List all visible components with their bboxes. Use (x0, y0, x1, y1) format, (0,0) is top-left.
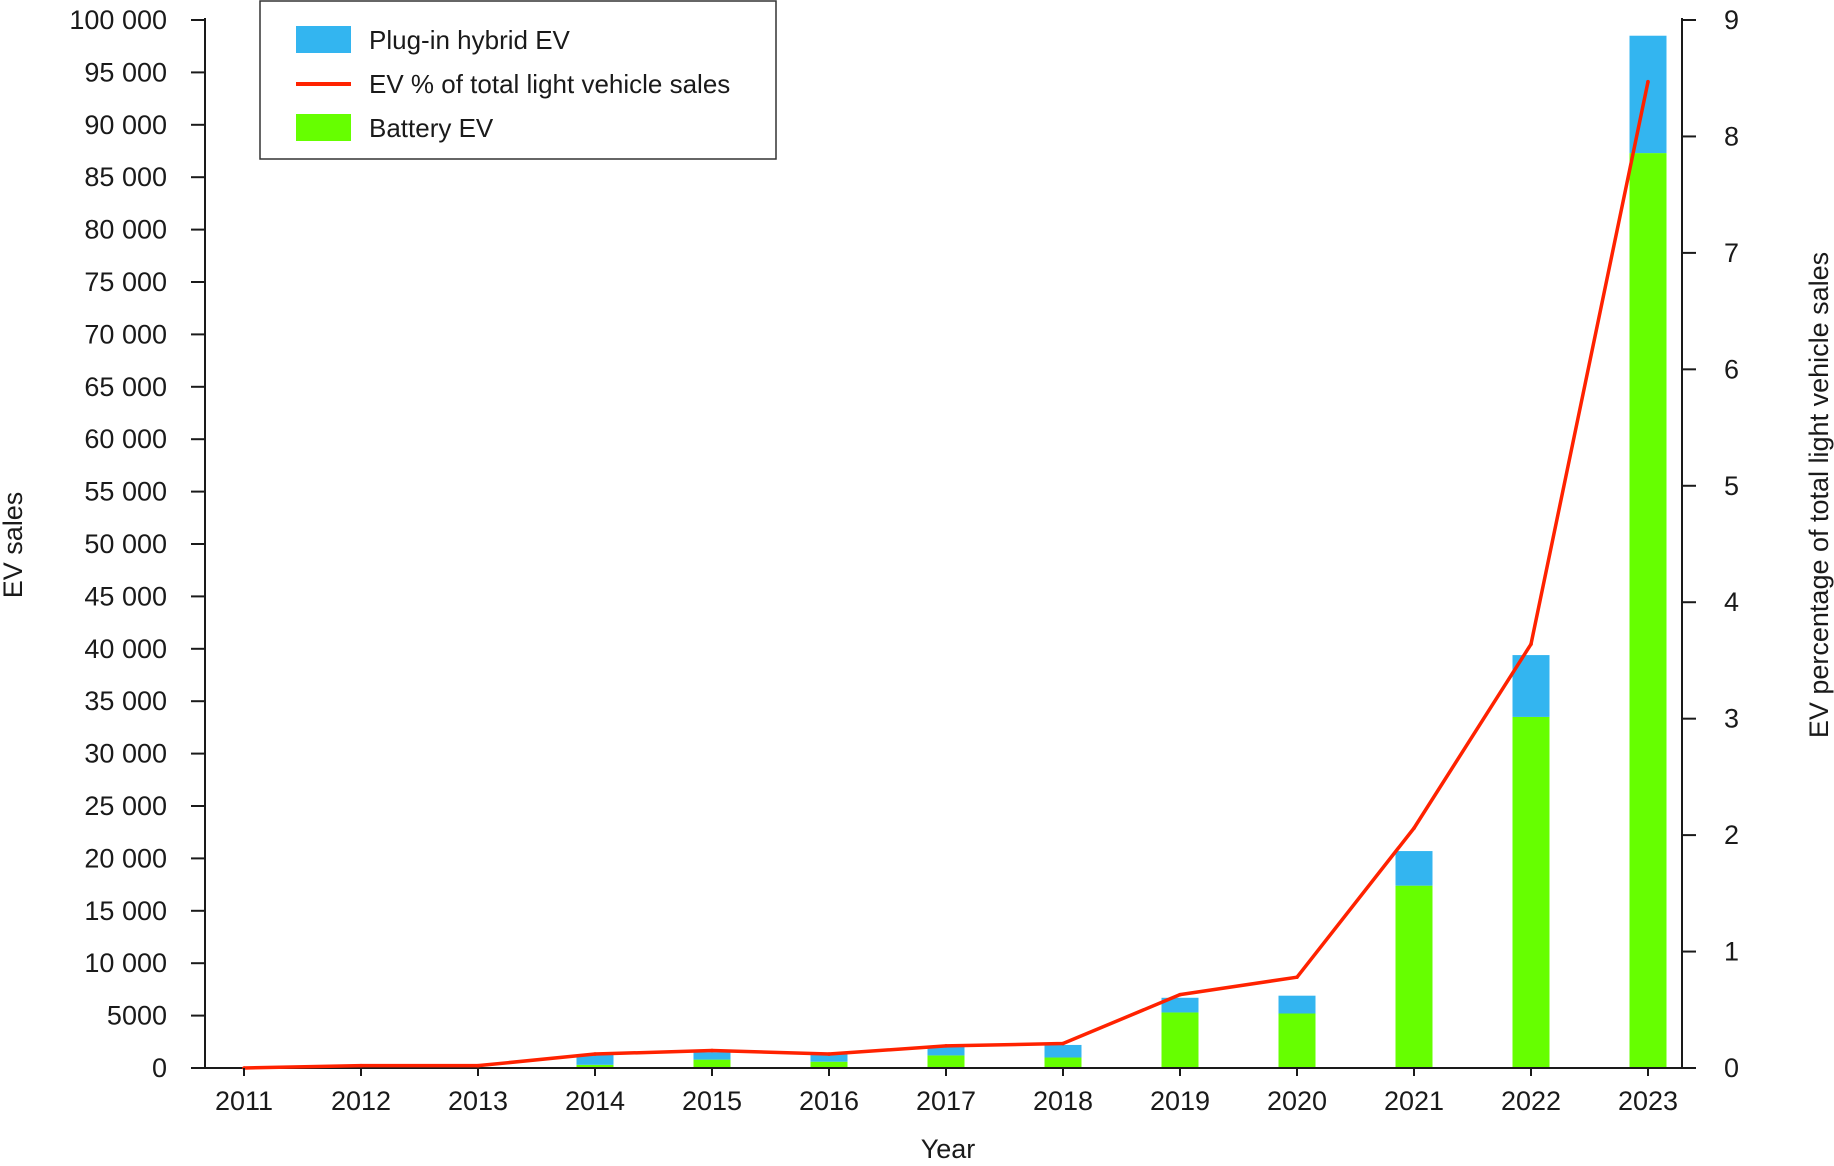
x-axis-title: Year (921, 1134, 976, 1164)
point-ev-percent-2020 (1295, 975, 1299, 979)
bar-battery-ev-2022 (1512, 716, 1550, 1068)
x-tick-label: 2016 (799, 1086, 859, 1116)
point-ev-percent-2019 (1178, 992, 1182, 997)
ticks-layer: 0 5000 10 000 15 000 20 000 25 000 30 000 35 00… (69, 5, 1739, 1116)
line-ev-percent (243, 81, 1650, 1070)
bar-battery-ev-2023 (1629, 153, 1667, 1068)
point-ev-percent-2013 (476, 1063, 480, 1068)
bar-battery-ev-2019 (1161, 1012, 1199, 1068)
y2-tick-label: 2 (1724, 820, 1739, 850)
y2-tick-label: 5 (1724, 471, 1739, 501)
bar-plug-in-hybrid-ev-2016 (810, 1054, 848, 1062)
bar-battery-ev-2020 (1278, 1013, 1316, 1068)
y-tick-label: 95 000 (84, 57, 167, 87)
y-tick-label: 100 000 (69, 5, 167, 35)
bar-plug-in-hybrid-ev-2019 (1161, 997, 1199, 1013)
point-ev-percent-2023 (1646, 79, 1650, 84)
legend-label-ev-percent: EV % of total light vehicle sales (369, 69, 730, 99)
bars-layer (576, 35, 1667, 1068)
bar-battery-ev-2021 (1395, 885, 1433, 1068)
legend: Plug-in hybrid EV EV % of total light ve… (259, 0, 777, 160)
y-tick-label: 40 000 (84, 634, 167, 664)
x-tick-label: 2018 (1033, 1086, 1093, 1116)
x-tick-label: 2020 (1267, 1086, 1327, 1116)
x-tick-label: 2017 (916, 1086, 976, 1116)
y2-tick-label: 6 (1724, 354, 1739, 384)
y-tick-label: 5000 (107, 1001, 167, 1031)
point-ev-percent-2014 (593, 1052, 597, 1056)
x-tick-label: 2021 (1384, 1086, 1444, 1116)
point-ev-percent-2018 (1061, 1041, 1065, 1046)
y-tick-label: 65 000 (84, 372, 167, 402)
y-tick-label: 15 000 (84, 896, 167, 926)
y2-tick-label: 7 (1724, 238, 1739, 268)
y-tick-label: 55 000 (84, 477, 167, 507)
y-tick-label: 85 000 (84, 162, 167, 192)
y2-tick-label: 8 (1724, 121, 1739, 151)
x-tick-label: 2019 (1150, 1086, 1210, 1116)
y2-tick-label: 0 (1724, 1053, 1739, 1083)
x-tick-label: 2013 (448, 1086, 508, 1116)
x-tick-label: 2022 (1501, 1086, 1561, 1116)
y-tick-label: 25 000 (84, 791, 167, 821)
y-tick-label: 45 000 (84, 581, 167, 611)
bar-plug-in-hybrid-ev-2018 (1044, 1044, 1082, 1058)
point-ev-percent-2012 (359, 1063, 363, 1068)
legend-label-plug-in-hybrid-ev: Plug-in hybrid EV (369, 25, 571, 55)
x-tick-label: 2012 (331, 1086, 391, 1116)
y-tick-label: 30 000 (84, 739, 167, 769)
x-tick-label: 2023 (1618, 1086, 1678, 1116)
bar-plug-in-hybrid-ev-2015 (693, 1052, 731, 1060)
y-axis-title: EV sales (0, 492, 28, 599)
point-ev-percent-2016 (827, 1052, 831, 1056)
x-tick-label: 2011 (215, 1086, 273, 1116)
y-tick-label: 75 000 (84, 267, 167, 297)
y-tick-label: 90 000 (84, 110, 167, 140)
y-tick-label: 80 000 (84, 215, 167, 245)
legend-swatch-battery-ev (296, 114, 351, 141)
axes-layer (204, 18, 1683, 1069)
bar-plug-in-hybrid-ev-2017 (927, 1045, 965, 1056)
y-tick-label: 10 000 (84, 948, 167, 978)
bar-battery-ev-2016 (810, 1061, 848, 1068)
y2-tick-label: 9 (1724, 5, 1739, 35)
y-tick-label: 20 000 (84, 843, 167, 873)
bar-battery-ev-2015 (693, 1059, 731, 1068)
y2-tick-label: 3 (1724, 704, 1739, 734)
y-tick-label: 60 000 (84, 424, 167, 454)
y-tick-label: 70 000 (84, 319, 167, 349)
x-tick-label: 2015 (682, 1086, 742, 1116)
point-ev-percent-2022 (1529, 642, 1533, 646)
x-tick-label: 2014 (565, 1086, 625, 1116)
point-ev-percent-2015 (710, 1048, 714, 1053)
bar-battery-ev-2014 (576, 1064, 614, 1068)
point-ev-percent-2017 (944, 1044, 948, 1048)
y2-axis-title: EV percentage of total light vehicle sal… (1804, 252, 1834, 738)
point-ev-percent-2021 (1412, 826, 1416, 830)
bar-battery-ev-2018 (1044, 1057, 1082, 1068)
y2-tick-label: 1 (1724, 937, 1739, 967)
y-tick-label: 35 000 (84, 686, 167, 716)
bar-plug-in-hybrid-ev-2014 (576, 1054, 614, 1065)
bar-plug-in-hybrid-ev-2020 (1278, 995, 1316, 1014)
y2-tick-label: 4 (1724, 587, 1739, 617)
y-tick-label: 50 000 (84, 529, 167, 559)
line-layer (242, 79, 1650, 1070)
bar-plug-in-hybrid-ev-2021 (1395, 851, 1433, 886)
y-tick-label: 0 (152, 1053, 167, 1083)
bar-battery-ev-2017 (927, 1055, 965, 1068)
legend-label-battery-ev: Battery EV (369, 113, 494, 143)
legend-swatch-plug-in-hybrid-ev (296, 26, 351, 53)
